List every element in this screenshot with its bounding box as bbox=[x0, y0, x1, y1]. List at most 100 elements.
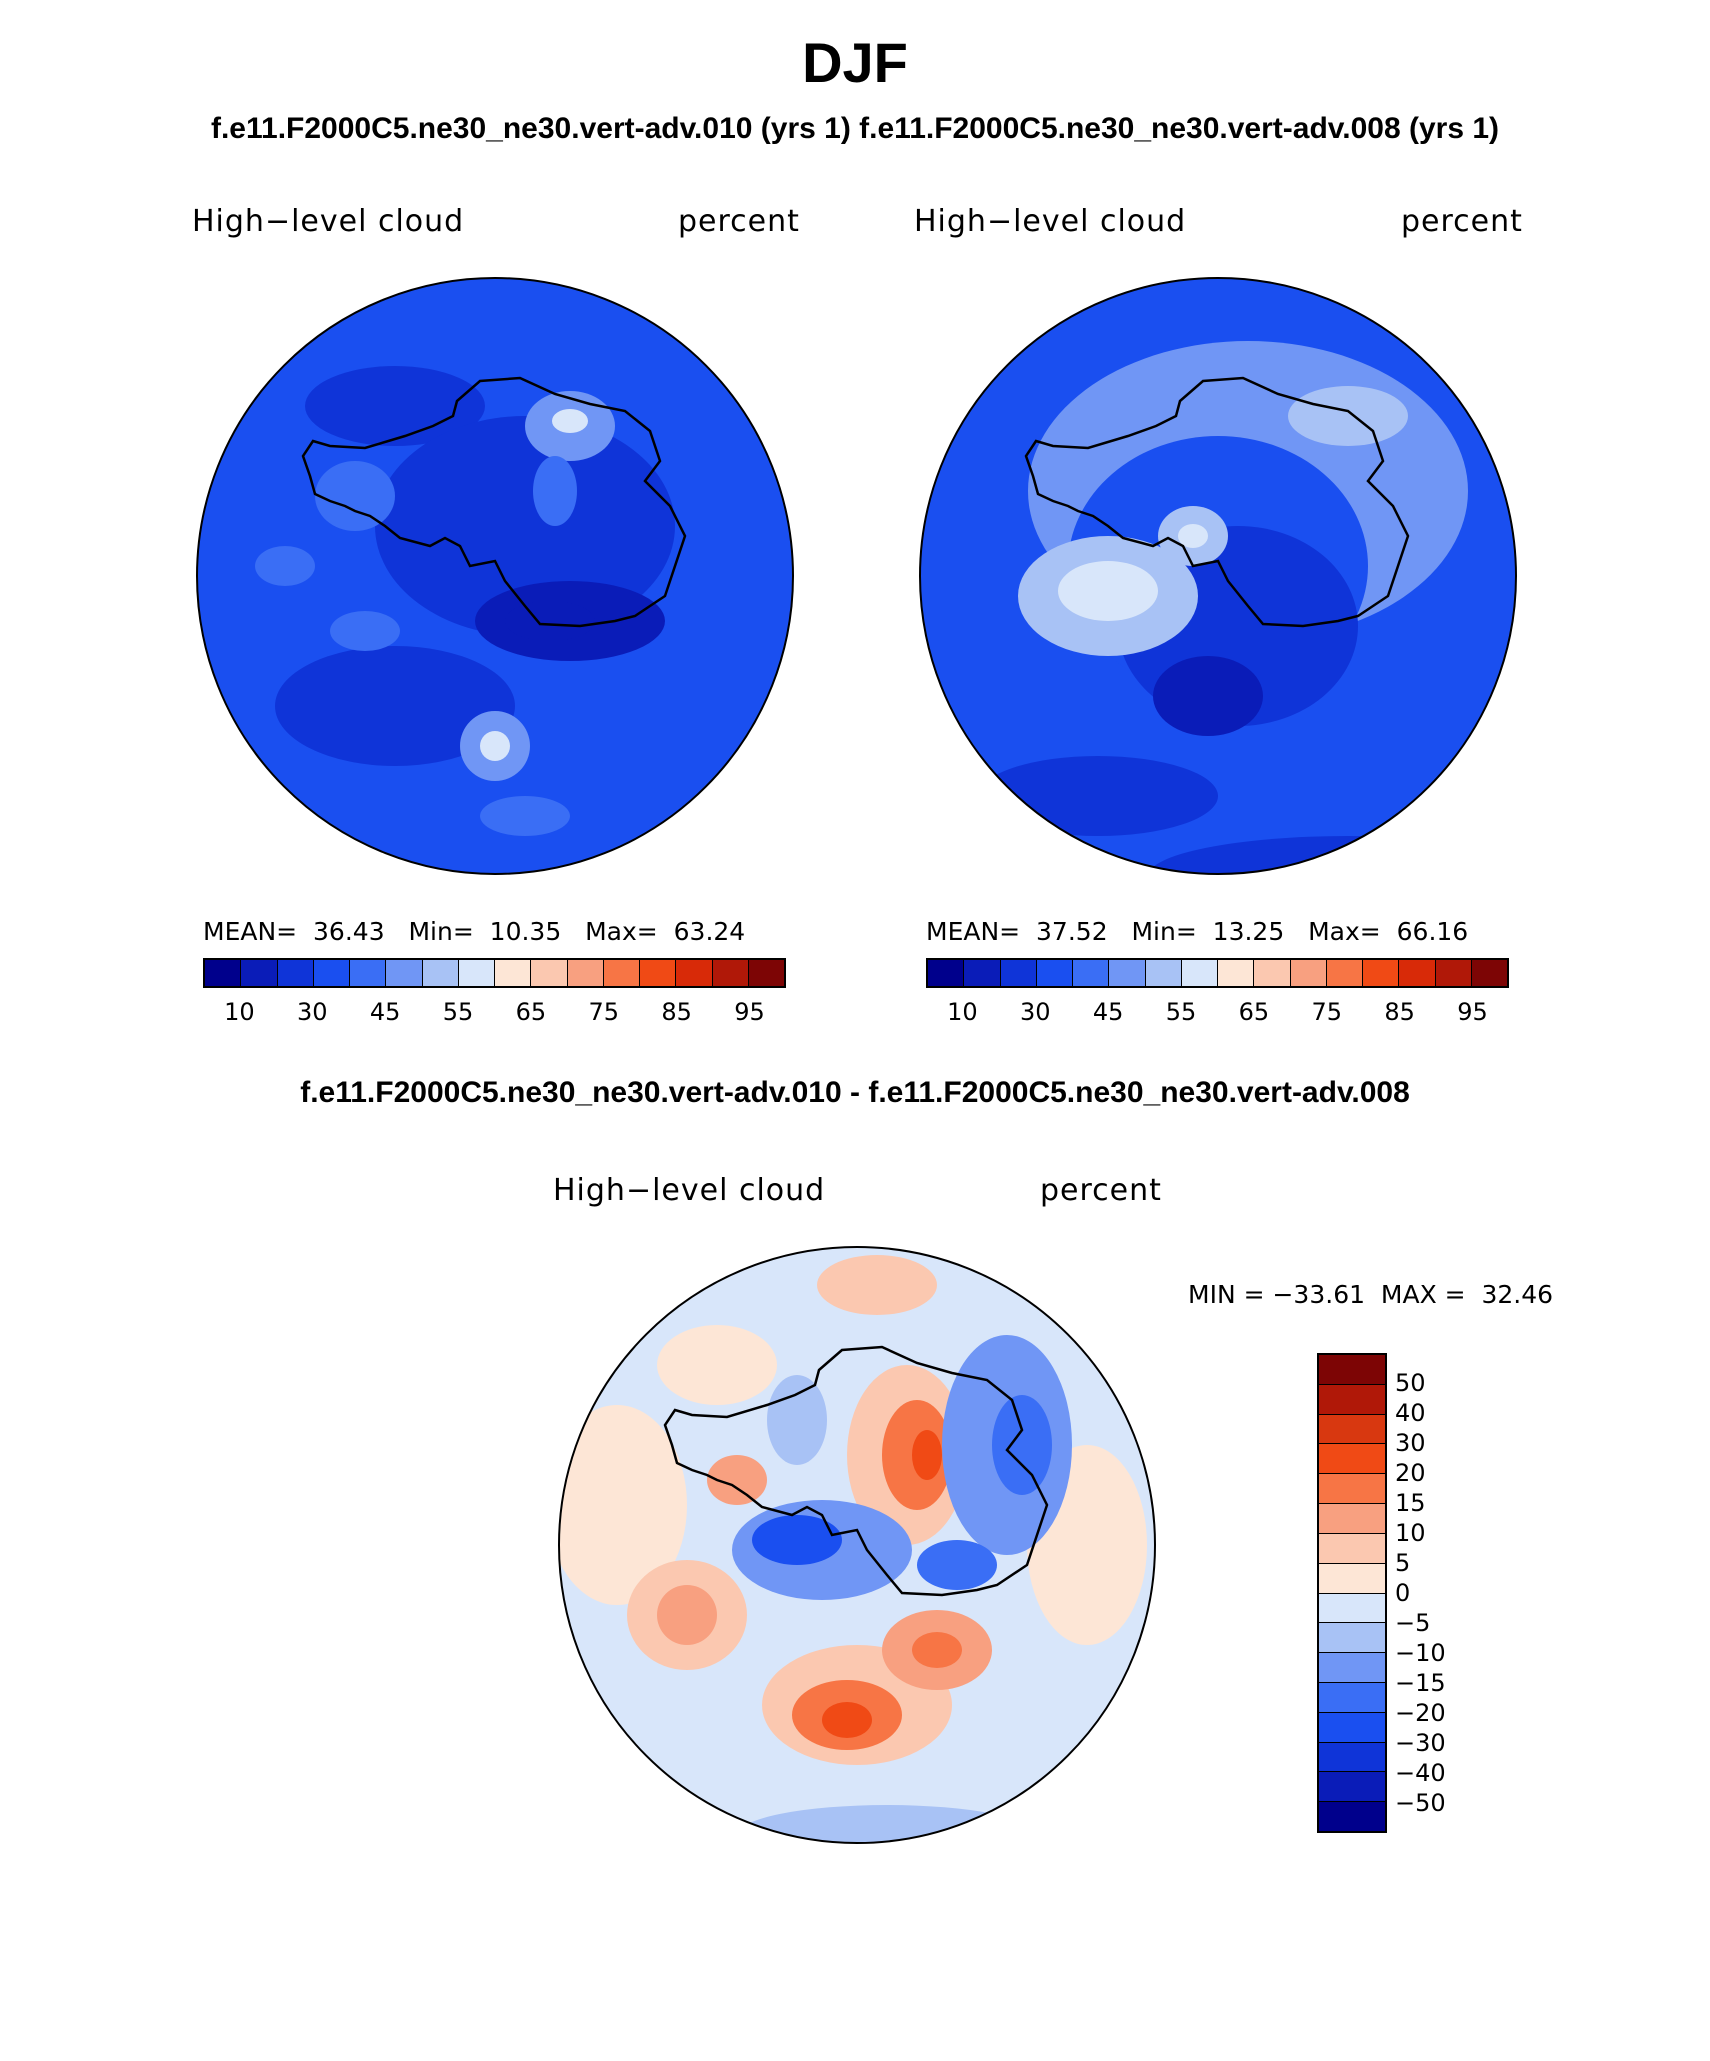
colorbar-swatch bbox=[1000, 960, 1037, 986]
case-subtitle: f.e11.F2000C5.ne30_ne30.vert-adv.010 (yr… bbox=[210, 112, 1500, 145]
colorbar-tick-label: −15 bbox=[1395, 1669, 1446, 1697]
colorbar-tick-label: 65 bbox=[1238, 998, 1270, 1026]
colorbar-swatch bbox=[531, 960, 568, 986]
panel1-map-border bbox=[196, 277, 794, 875]
difference-antarctica-coastline bbox=[663, 1345, 1049, 1597]
colorbar-tick-label: 95 bbox=[734, 998, 765, 1026]
colorbar-tick-label: 45 bbox=[369, 998, 401, 1026]
panel1-units-label: percent bbox=[678, 204, 800, 239]
colorbar-swatch bbox=[1319, 1355, 1385, 1385]
panel2-contour-blob bbox=[1178, 524, 1208, 548]
colorbar-swatch bbox=[676, 960, 713, 986]
difference-contour-blob bbox=[822, 1702, 872, 1738]
colorbar-swatch bbox=[313, 960, 350, 986]
colorbar-swatch bbox=[1319, 1504, 1385, 1534]
colorbar-swatch bbox=[748, 960, 784, 986]
colorbar-swatch bbox=[603, 960, 640, 986]
panel2-mean-label: MEAN= bbox=[926, 917, 1021, 946]
colorbar-tick-label: 10 bbox=[1395, 1519, 1426, 1547]
panel1-field-label: High−level cloud bbox=[192, 204, 465, 239]
panel1-contour-blob bbox=[552, 409, 588, 433]
colorbar-tick-label: −40 bbox=[1395, 1759, 1446, 1787]
panel1-mean-label: MEAN= bbox=[203, 917, 298, 946]
panel2-contour-blob bbox=[1153, 656, 1263, 736]
colorbar-tick-label: 75 bbox=[588, 998, 620, 1026]
colorbar-swatch bbox=[1435, 960, 1472, 986]
panel1-max-label: Max= bbox=[585, 917, 658, 946]
colorbar-tick-label: −10 bbox=[1395, 1639, 1446, 1667]
panel2-field-label: High−level cloud bbox=[914, 204, 1187, 239]
difference-contour-blob bbox=[657, 1325, 777, 1405]
panel1-contour-blob bbox=[330, 611, 400, 651]
panel1-contour-blob bbox=[255, 546, 315, 586]
colorbar-swatch bbox=[640, 960, 677, 986]
colorbar-tick-label: −50 bbox=[1395, 1789, 1446, 1817]
panel1-contour-blob bbox=[275, 646, 515, 766]
panel2-colorbar bbox=[926, 958, 1509, 988]
colorbar-swatch bbox=[1319, 1533, 1385, 1564]
difference-contour-blob bbox=[817, 1255, 937, 1315]
colorbar-tick-label: 15 bbox=[1395, 1489, 1426, 1517]
colorbar-swatch bbox=[1319, 1802, 1385, 1831]
panel2-mean-value: 37.52 bbox=[1036, 917, 1108, 946]
colorbar-tick-label: 45 bbox=[1092, 998, 1124, 1026]
colorbar-tick-label: 20 bbox=[1395, 1459, 1426, 1487]
colorbar-tick-label: 30 bbox=[1395, 1429, 1426, 1457]
difference-contour-blob bbox=[912, 1632, 962, 1668]
panel2-contour-blob bbox=[1148, 836, 1516, 874]
difference-contour-blob bbox=[992, 1395, 1052, 1495]
colorbar-swatch bbox=[1399, 960, 1436, 986]
difference-polar-map bbox=[558, 1246, 1156, 1844]
colorbar-swatch bbox=[1145, 960, 1182, 986]
colorbar-swatch bbox=[386, 960, 423, 986]
panel1-contour-blob bbox=[480, 731, 510, 761]
panel2-min-label: Min= bbox=[1131, 917, 1197, 946]
colorbar-swatch bbox=[1326, 960, 1363, 986]
panel1-contour-blob bbox=[315, 461, 395, 531]
colorbar-swatch bbox=[1218, 960, 1255, 986]
colorbar-swatch bbox=[1319, 1474, 1385, 1505]
colorbar-swatch bbox=[495, 960, 532, 986]
panel1-min-value: 10.35 bbox=[489, 917, 562, 946]
panel2-units-label: percent bbox=[1401, 204, 1523, 239]
colorbar-swatch bbox=[712, 960, 749, 986]
difference-contour-blob bbox=[737, 1805, 1037, 1843]
colorbar-swatch bbox=[964, 960, 1001, 986]
colorbar-swatch bbox=[1471, 960, 1507, 986]
colorbar-tick-label: 55 bbox=[1165, 998, 1197, 1026]
colorbar-swatch bbox=[1319, 1712, 1385, 1743]
colorbar-swatch bbox=[1319, 1742, 1385, 1773]
colorbar-swatch bbox=[1109, 960, 1146, 986]
colorbar-swatch bbox=[458, 960, 495, 986]
colorbar-tick-label: −5 bbox=[1395, 1609, 1431, 1637]
panel2-max-label: Max= bbox=[1308, 917, 1381, 946]
colorbar-swatch bbox=[1290, 960, 1327, 986]
panel2-contour-blob bbox=[978, 756, 1218, 836]
colorbar-tick-label: 65 bbox=[515, 998, 547, 1026]
colorbar-swatch bbox=[241, 960, 278, 986]
panel1-contour-blob bbox=[305, 366, 485, 446]
colorbar-tick-label: 30 bbox=[297, 998, 328, 1026]
colorbar-swatch bbox=[205, 960, 242, 986]
difference-contour-blob bbox=[707, 1455, 767, 1505]
difference-field-label: High−level cloud bbox=[553, 1173, 826, 1208]
colorbar-swatch bbox=[1319, 1593, 1385, 1624]
colorbar-swatch bbox=[1319, 1682, 1385, 1713]
colorbar-swatch bbox=[1319, 1653, 1385, 1683]
colorbar-tick-label: 85 bbox=[661, 998, 692, 1026]
difference-minmax: MIN = −33.61 MAX = 32.46 bbox=[1188, 1280, 1554, 1309]
colorbar-swatch bbox=[928, 960, 965, 986]
page-title: DJF bbox=[802, 31, 908, 94]
colorbar-tick-label: −30 bbox=[1395, 1729, 1446, 1757]
panel2-map-border bbox=[919, 277, 1517, 875]
panel1-contour-blob bbox=[533, 456, 577, 526]
colorbar-swatch bbox=[1363, 960, 1400, 986]
colorbar-tick-label: 95 bbox=[1457, 998, 1488, 1026]
colorbar-swatch bbox=[1319, 1414, 1385, 1445]
colorbar-tick-label: 85 bbox=[1384, 998, 1415, 1026]
colorbar-swatch bbox=[567, 960, 604, 986]
panel1-contour-blob bbox=[505, 601, 595, 641]
difference-contour-blob bbox=[752, 1515, 842, 1565]
colorbar-swatch bbox=[1319, 1444, 1385, 1475]
colorbar-swatch bbox=[1254, 960, 1291, 986]
